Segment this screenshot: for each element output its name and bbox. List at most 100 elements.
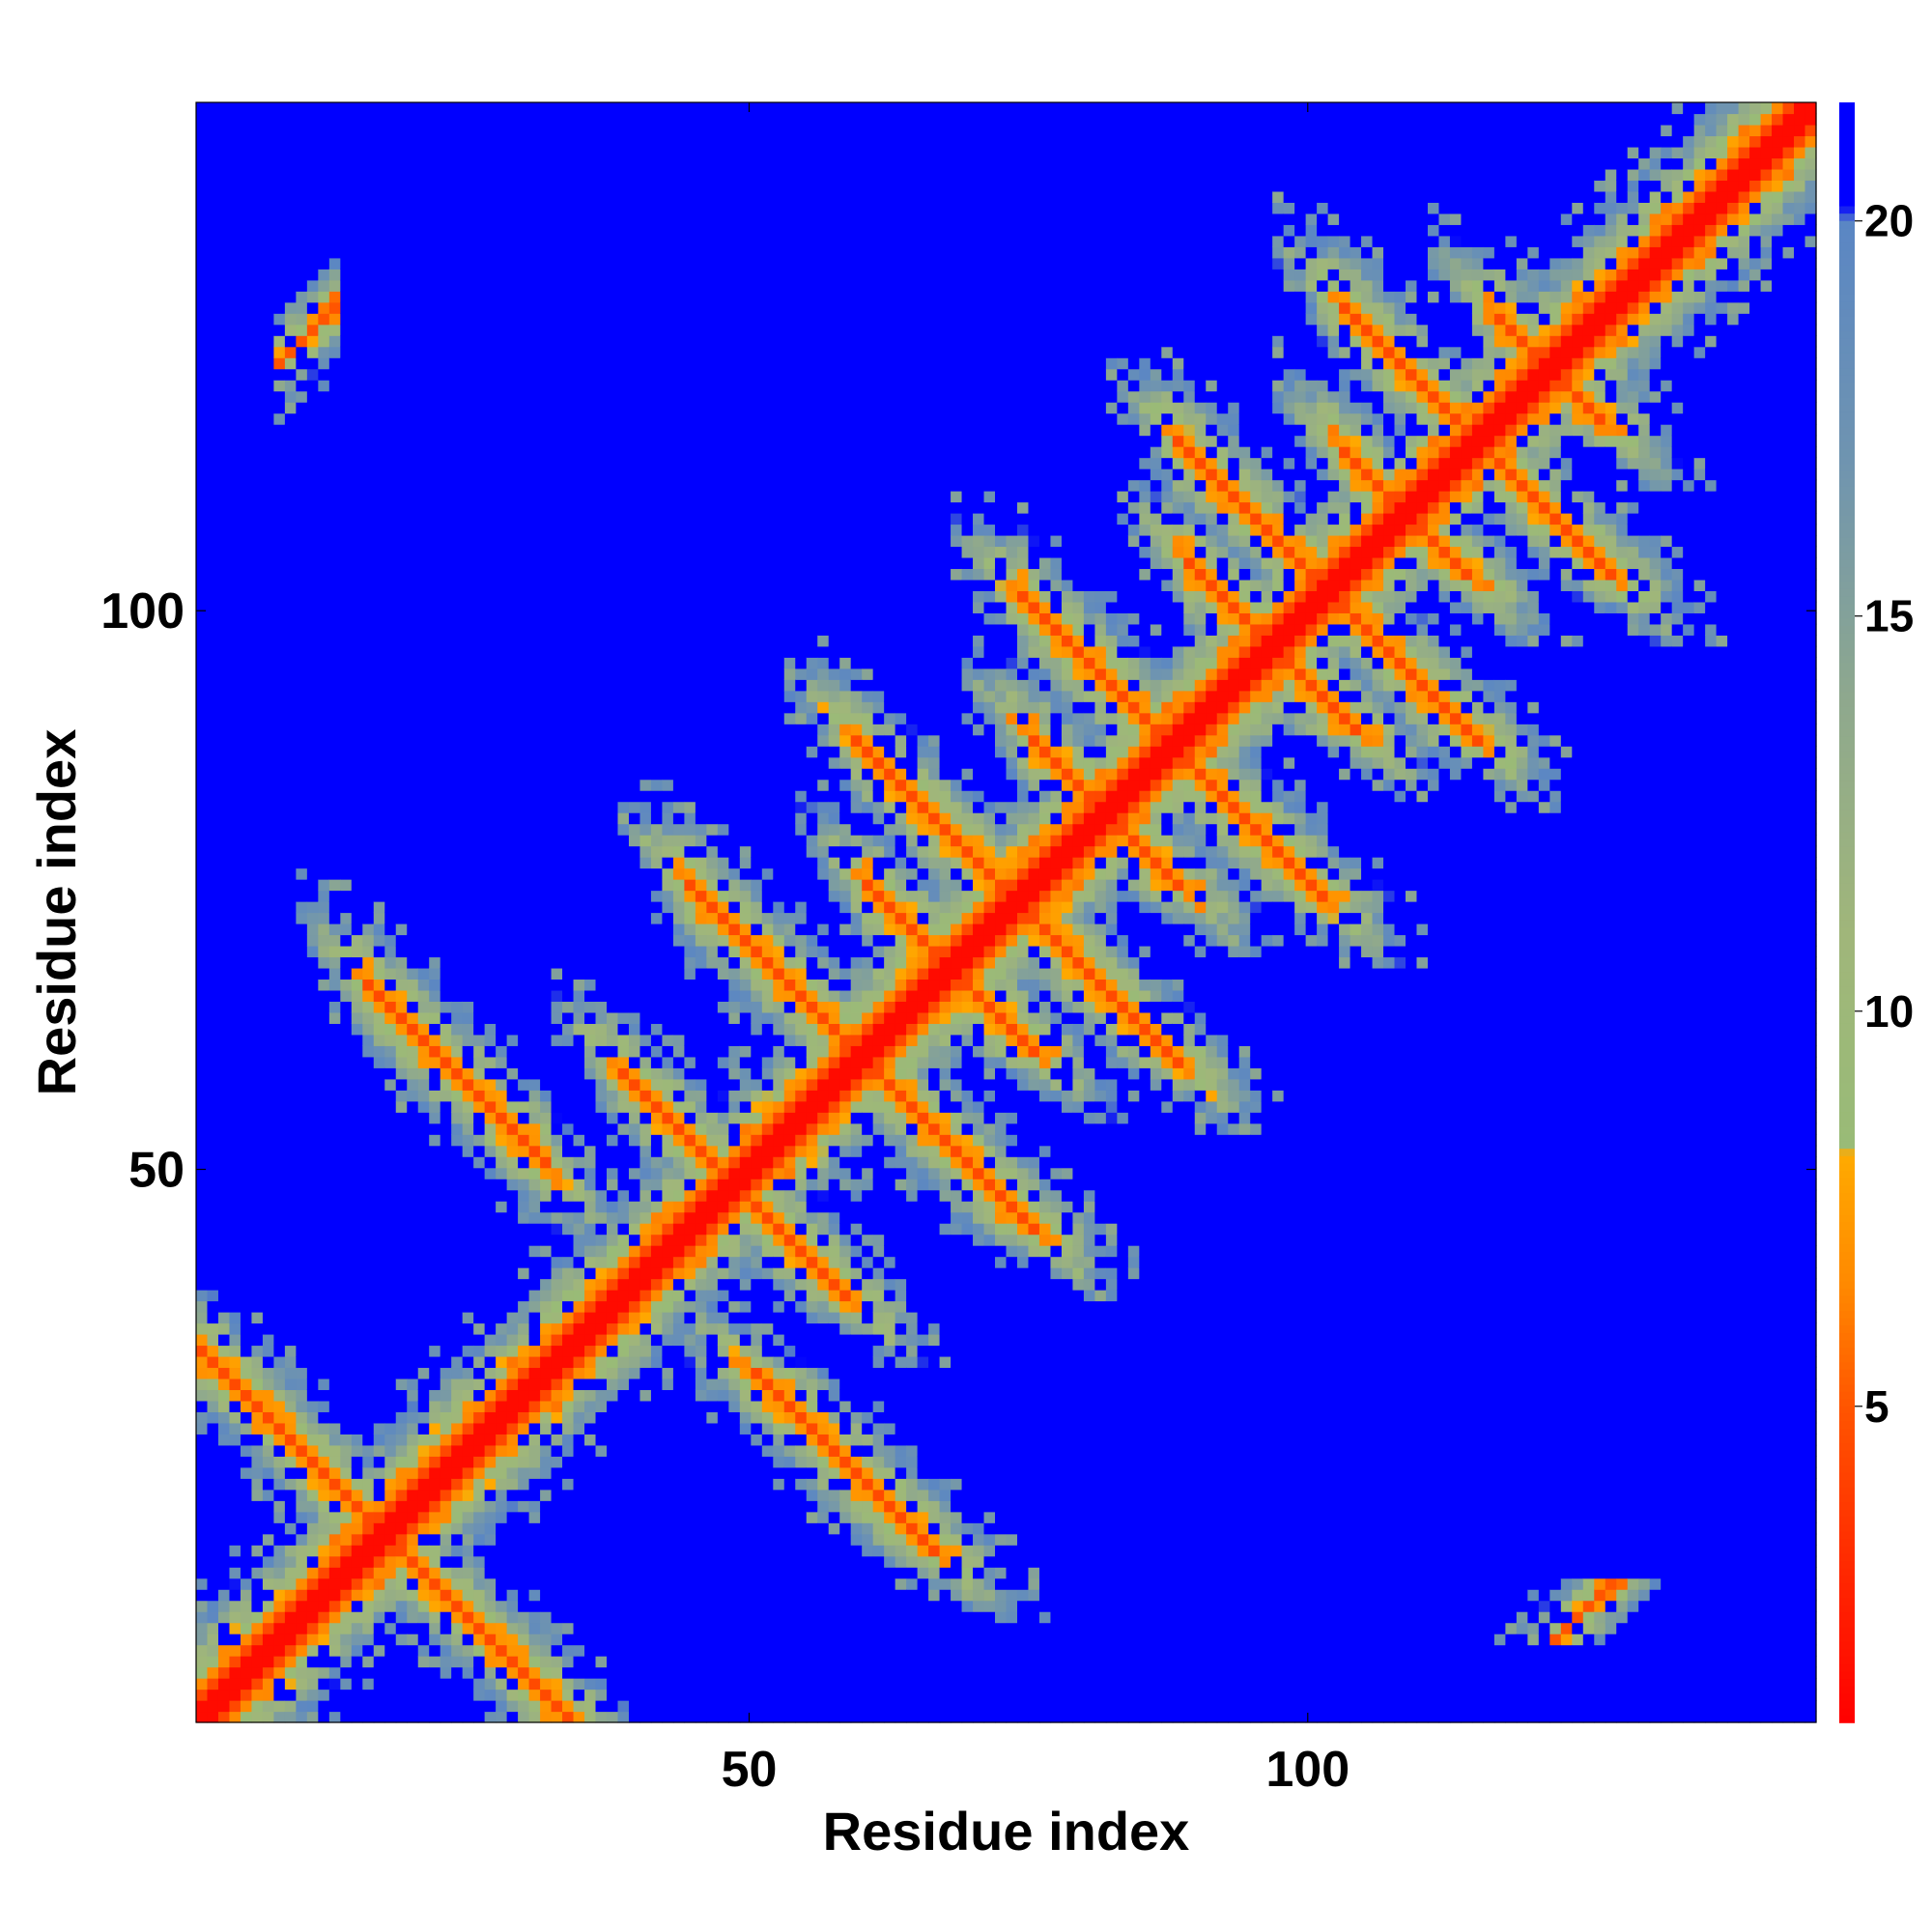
heatmap-cell bbox=[462, 1045, 474, 1058]
heatmap-cell bbox=[384, 469, 397, 481]
heatmap-cell bbox=[306, 180, 319, 192]
heatmap-cell bbox=[373, 1056, 385, 1068]
heatmap-cell bbox=[440, 501, 452, 514]
heatmap-cell bbox=[473, 1290, 486, 1302]
heatmap-cell bbox=[328, 890, 341, 902]
heatmap-cell bbox=[351, 1500, 363, 1513]
heatmap-cell bbox=[407, 524, 419, 536]
heatmap-cell bbox=[340, 989, 353, 1002]
heatmap-cell bbox=[296, 690, 308, 702]
heatmap-cell bbox=[306, 146, 319, 159]
heatmap-cell bbox=[429, 279, 441, 292]
heatmap-cell bbox=[351, 479, 363, 492]
heatmap-cell bbox=[207, 746, 219, 758]
heatmap-cell bbox=[207, 1555, 219, 1568]
heatmap-cell bbox=[496, 1278, 508, 1291]
heatmap-cell bbox=[451, 1533, 464, 1546]
heatmap-cell bbox=[484, 590, 497, 603]
heatmap-cell bbox=[306, 1622, 319, 1634]
heatmap-cell bbox=[284, 301, 297, 314]
heatmap-cell bbox=[429, 534, 441, 548]
heatmap-cell bbox=[351, 635, 363, 647]
heatmap-cell bbox=[528, 534, 541, 548]
heatmap-cell bbox=[373, 1211, 385, 1224]
heatmap-cell bbox=[196, 491, 209, 503]
heatmap-cell bbox=[217, 257, 231, 270]
heatmap-cell bbox=[240, 335, 253, 348]
heatmap-cell bbox=[462, 668, 474, 680]
heatmap-cell bbox=[496, 1156, 508, 1169]
heatmap-cell bbox=[284, 102, 297, 115]
heatmap-cell bbox=[340, 1156, 353, 1169]
heatmap-cell bbox=[229, 1511, 242, 1523]
heatmap-cell bbox=[373, 301, 385, 314]
heatmap-cell bbox=[240, 568, 253, 581]
heatmap-cell bbox=[562, 756, 575, 769]
heatmap-cell bbox=[551, 1567, 563, 1579]
heatmap-cell bbox=[395, 1478, 408, 1491]
heatmap-cell bbox=[540, 1011, 553, 1024]
heatmap-cell bbox=[395, 424, 408, 437]
heatmap-cell bbox=[229, 923, 242, 936]
heatmap-cell bbox=[473, 945, 486, 958]
heatmap-cell bbox=[429, 501, 441, 514]
heatmap-cell bbox=[540, 1322, 553, 1335]
heatmap-cell bbox=[362, 1545, 375, 1557]
heatmap-cell bbox=[229, 890, 242, 902]
heatmap-cell bbox=[229, 1577, 242, 1590]
heatmap-cell bbox=[573, 1555, 585, 1568]
heatmap-cell bbox=[429, 1434, 441, 1446]
heatmap-cell bbox=[540, 457, 553, 469]
heatmap-cell bbox=[429, 491, 441, 503]
heatmap-cell bbox=[473, 412, 486, 425]
heatmap-cell bbox=[196, 1067, 209, 1080]
heatmap-cell bbox=[496, 635, 508, 647]
heatmap-cell bbox=[484, 1489, 497, 1501]
heatmap-cell bbox=[296, 779, 308, 791]
heatmap-cell bbox=[506, 157, 519, 170]
heatmap-cell bbox=[417, 346, 430, 358]
heatmap-cell bbox=[240, 1122, 253, 1135]
heatmap-cell bbox=[528, 1555, 541, 1568]
heatmap-cell bbox=[273, 1577, 286, 1590]
heatmap-cell bbox=[540, 568, 553, 581]
heatmap-cell bbox=[351, 1090, 363, 1102]
heatmap-cell bbox=[429, 412, 441, 425]
heatmap-cell bbox=[318, 135, 330, 148]
heatmap-cell bbox=[473, 479, 486, 492]
heatmap-cell bbox=[528, 1011, 541, 1024]
heatmap-cell bbox=[240, 1644, 253, 1657]
heatmap-cell bbox=[384, 1078, 397, 1091]
heatmap-cell bbox=[251, 1478, 264, 1491]
heatmap-cell bbox=[340, 1466, 353, 1479]
heatmap-cell bbox=[229, 790, 242, 803]
heatmap-cell bbox=[407, 1333, 419, 1347]
heatmap-cell bbox=[207, 1367, 219, 1379]
heatmap-cell bbox=[484, 402, 497, 414]
heatmap-cell bbox=[440, 912, 452, 924]
heatmap-cell bbox=[284, 1555, 297, 1568]
heatmap-cell bbox=[440, 157, 452, 170]
heatmap-cell bbox=[440, 756, 452, 769]
heatmap-cell bbox=[540, 934, 553, 947]
heatmap-cell bbox=[328, 812, 341, 825]
heatmap-cell bbox=[395, 291, 408, 303]
heatmap-cell bbox=[217, 501, 231, 514]
heatmap-cell bbox=[318, 979, 330, 991]
heatmap-cell bbox=[440, 812, 452, 825]
heatmap-cell bbox=[473, 313, 486, 326]
heatmap-cell bbox=[306, 1656, 319, 1668]
heatmap-cell bbox=[451, 380, 464, 392]
heatmap-cell bbox=[306, 512, 319, 526]
heatmap-cell bbox=[240, 224, 253, 237]
heatmap-cell bbox=[273, 512, 286, 526]
heatmap-cell bbox=[462, 1634, 474, 1646]
heatmap-cell bbox=[351, 190, 363, 203]
heatmap-cell bbox=[240, 556, 253, 570]
heatmap-cell bbox=[506, 1322, 519, 1335]
heatmap-cell bbox=[440, 1223, 452, 1236]
heatmap-cell bbox=[373, 1167, 385, 1179]
heatmap-cell bbox=[528, 724, 541, 736]
heatmap-cell bbox=[484, 1478, 497, 1491]
heatmap-cell bbox=[318, 1245, 330, 1258]
